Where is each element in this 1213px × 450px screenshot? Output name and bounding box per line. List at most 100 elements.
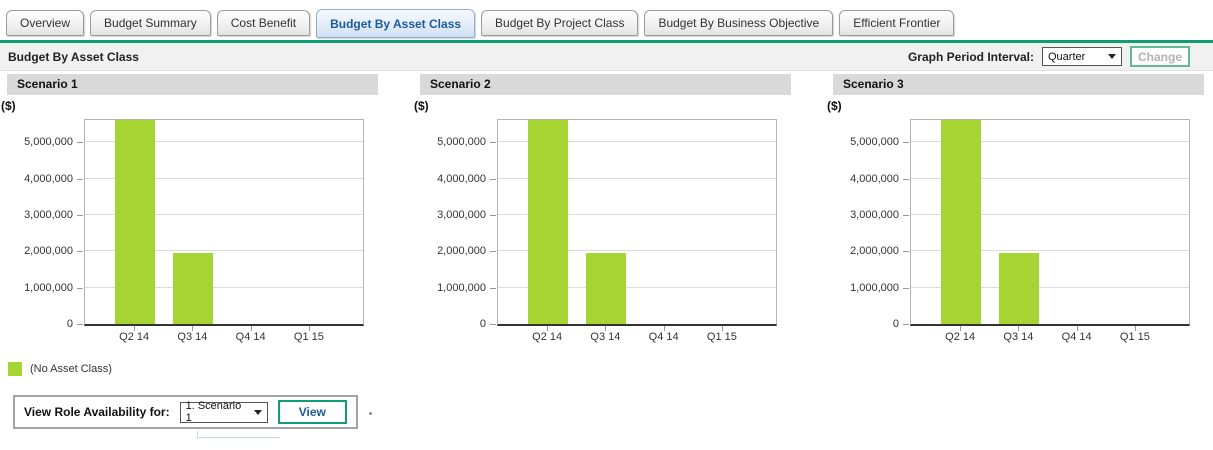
x-axis-tick-label: Q4 14 bbox=[1061, 331, 1092, 343]
gridline bbox=[85, 286, 363, 288]
partial-element bbox=[197, 431, 280, 438]
y-axis-tick-label: 1,000,000 bbox=[437, 281, 486, 294]
y-axis-tick bbox=[903, 214, 909, 216]
chevron-down-icon bbox=[1108, 54, 1116, 59]
x-axis-tick-label: Q4 14 bbox=[648, 331, 679, 343]
y-axis-tick-label: 0 bbox=[892, 318, 899, 330]
gridline bbox=[498, 213, 776, 215]
x-axis-tick-label: Q1 15 bbox=[1119, 331, 1150, 343]
bar-q2-14 bbox=[115, 120, 156, 324]
bar-q3-14 bbox=[586, 253, 627, 324]
view-button[interactable]: View bbox=[277, 400, 347, 424]
x-axis-tick bbox=[192, 326, 194, 331]
y-axis-tick-label: 5,000,000 bbox=[24, 136, 73, 149]
change-button[interactable]: Change bbox=[1130, 46, 1190, 67]
gridline bbox=[85, 141, 363, 143]
x-axis-tick bbox=[547, 326, 549, 331]
gridline bbox=[85, 177, 363, 179]
toolbar: Budget By Asset Class Graph Period Inter… bbox=[0, 43, 1213, 71]
x-axis-tick-label: Q2 14 bbox=[532, 331, 563, 343]
gridline bbox=[911, 250, 1189, 252]
x-axis-tick bbox=[134, 326, 136, 331]
x-axis-tick bbox=[1018, 326, 1020, 331]
x-axis-tick-label: Q3 14 bbox=[1003, 331, 1034, 343]
tab-budget-by-asset-class[interactable]: Budget By Asset Class bbox=[316, 9, 476, 38]
bar-chart: 0 1,000,000 2,000,000 3,000,000 4,000,000 5,0… bbox=[7, 119, 378, 351]
scenario-panel-1: Scenario 1 ($) 0 1,000,000 2,000,000 3,000,00… bbox=[1, 74, 378, 351]
scenario-panel-title: Scenario 2 bbox=[420, 74, 791, 95]
chevron-down-icon bbox=[253, 409, 262, 415]
scenario-select[interactable]: 1. Scenario 1 bbox=[179, 400, 268, 424]
y-axis-tick bbox=[77, 287, 83, 289]
y-axis-tick bbox=[903, 178, 909, 180]
y-axis-tick-label: 2,000,000 bbox=[850, 245, 899, 258]
x-axis-tick bbox=[663, 326, 665, 331]
legend-label: (No Asset Class) bbox=[30, 362, 112, 375]
y-axis-unit-label: ($) bbox=[414, 99, 429, 113]
y-axis-tick bbox=[77, 214, 83, 216]
y-axis-tick-label: 0 bbox=[479, 318, 486, 330]
tab-cost-benefit[interactable]: Cost Benefit bbox=[216, 10, 311, 36]
y-axis-tick bbox=[77, 324, 83, 325]
y-axis-tick bbox=[490, 251, 496, 253]
y-axis-tick bbox=[490, 178, 496, 180]
toolbar-right: Graph Period Interval: Quarter Change bbox=[908, 46, 1190, 67]
role-availability-label: View Role Availability for: bbox=[24, 405, 170, 419]
tab-efficient-frontier[interactable]: Efficient Frontier bbox=[839, 10, 955, 36]
y-axis-tick bbox=[903, 251, 909, 253]
bar-q2-14 bbox=[941, 120, 982, 324]
graph-period-interval-select[interactable]: Quarter bbox=[1042, 47, 1122, 66]
x-axis-tick bbox=[605, 326, 607, 331]
tab-budget-summary[interactable]: Budget Summary bbox=[90, 10, 211, 36]
scenario-panel-title: Scenario 3 bbox=[833, 74, 1204, 95]
scenario-panel-3: Scenario 3 ($) 0 1,000,000 2,000,000 3,000,00… bbox=[827, 74, 1204, 351]
gridline bbox=[498, 141, 776, 143]
tab-budget-by-business-objective[interactable]: Budget By Business Objective bbox=[644, 10, 834, 36]
x-axis-tick-label: Q3 14 bbox=[177, 331, 208, 343]
y-axis-tick-label: 5,000,000 bbox=[437, 136, 486, 149]
y-axis-tick-label: 2,000,000 bbox=[24, 245, 73, 258]
legend-swatch bbox=[8, 361, 22, 376]
bar-q2-14 bbox=[528, 120, 569, 324]
x-axis-tick-label: Q3 14 bbox=[590, 331, 621, 343]
page-title: Budget By Asset Class bbox=[8, 49, 139, 64]
tab-overview[interactable]: Overview bbox=[6, 10, 85, 36]
y-axis-tick-label: 3,000,000 bbox=[850, 208, 899, 221]
y-axis-tick bbox=[490, 214, 496, 216]
plot-area bbox=[84, 119, 364, 326]
y-axis-tick bbox=[903, 142, 909, 144]
tab-budget-by-project-class[interactable]: Budget By Project Class bbox=[481, 10, 639, 36]
y-axis-tick bbox=[903, 324, 909, 325]
scenario-panel-title: Scenario 1 bbox=[7, 74, 378, 95]
scenario-panel-2: Scenario 2 ($) 0 1,000,000 2,000,000 3,000,00… bbox=[414, 74, 791, 351]
y-axis-tick bbox=[903, 287, 909, 289]
x-axis-tick-label: Q1 15 bbox=[706, 331, 737, 343]
y-axis-tick-label: 4,000,000 bbox=[437, 172, 486, 185]
y-axis-tick bbox=[77, 142, 83, 144]
gridline bbox=[498, 250, 776, 252]
y-axis-unit-label: ($) bbox=[1, 99, 16, 113]
graph-period-interval-value: Quarter bbox=[1048, 50, 1086, 63]
scenario-panels: Scenario 1 ($) 0 1,000,000 2,000,000 3,000,00… bbox=[0, 71, 1213, 351]
plot-area bbox=[910, 119, 1190, 326]
role-availability-box: View Role Availability for: 1. Scenario … bbox=[13, 395, 358, 429]
y-axis-tick bbox=[490, 142, 496, 144]
x-axis-tick bbox=[1076, 326, 1078, 331]
x-axis-tick bbox=[250, 326, 252, 331]
y-axis-tick-label: 1,000,000 bbox=[850, 281, 899, 294]
x-axis-tick bbox=[960, 326, 962, 331]
gridline bbox=[498, 286, 776, 288]
x-axis-tick bbox=[721, 326, 723, 331]
y-axis-tick bbox=[77, 178, 83, 180]
gridline bbox=[911, 286, 1189, 288]
y-axis-tick-label: 3,000,000 bbox=[24, 208, 73, 221]
x-axis-tick bbox=[1134, 326, 1136, 331]
gridline bbox=[85, 213, 363, 215]
bar-chart: 0 1,000,000 2,000,000 3,000,000 4,000,000 5,0… bbox=[420, 119, 791, 351]
gridline bbox=[85, 250, 363, 252]
y-axis-tick-label: 4,000,000 bbox=[850, 172, 899, 185]
gridline bbox=[911, 141, 1189, 143]
bar-q3-14 bbox=[173, 253, 214, 324]
gridline bbox=[911, 177, 1189, 179]
plot-area bbox=[497, 119, 777, 326]
